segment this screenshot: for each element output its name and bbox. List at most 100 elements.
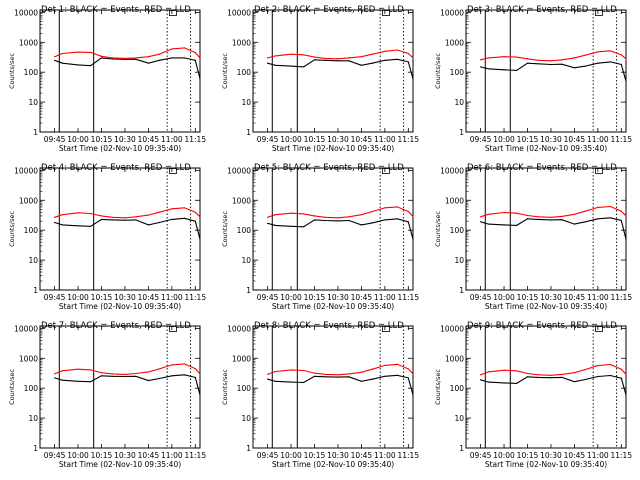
- series-lld-point: [290, 53, 292, 55]
- series-events-point: [313, 219, 316, 221]
- series-events-line: [54, 217, 201, 240]
- series-lld-point: [199, 373, 201, 375]
- series-events-point: [290, 65, 292, 67]
- series-events-point: [396, 218, 398, 220]
- series-events-point: [267, 378, 269, 380]
- series-events-point: [609, 217, 612, 219]
- detector-panel-1: Det 1: BLACK = Events, RED = LLD 1 10 100 10…: [8, 5, 206, 153]
- detector-panel-7: Det 7: BLACK = Events, RED = LLD 1 10 100 10…: [8, 321, 206, 469]
- detector-panel-3: Det 3: BLACK = Events, RED = LLD 1 10 100 10…: [434, 5, 632, 153]
- x-tick-label: 09:45: [257, 451, 279, 460]
- series-lld-point: [360, 214, 362, 216]
- panel-title: Det 8: BLACK = Events, RED = LLD: [254, 321, 404, 331]
- series-lld-point: [90, 369, 92, 371]
- x-tick-label: 09:45: [470, 293, 492, 302]
- series-events-point: [147, 224, 149, 226]
- series-lld-point: [100, 215, 103, 217]
- x-tick-label: 10:30: [540, 135, 562, 144]
- x-tick-label: 11:15: [184, 451, 206, 460]
- series-lld-point: [171, 48, 173, 50]
- series-events-line: [480, 217, 627, 240]
- y-axis-label: Counts/sec: [8, 53, 16, 89]
- series-lld-point: [412, 215, 414, 217]
- series-events-point: [526, 218, 529, 220]
- y-tick-label: 1: [246, 286, 251, 295]
- detector-panel-2: Det 2: BLACK = Events, RED = LLD 1 10 100 10…: [221, 5, 419, 153]
- series-events-point: [561, 376, 563, 378]
- x-tick-label: 09:45: [44, 451, 66, 460]
- series-lld-point: [487, 371, 489, 373]
- x-axis-label: Start Time (02-Nov-10 09:35:40): [485, 460, 607, 469]
- series-events-point: [135, 375, 137, 377]
- series-events-point: [487, 68, 489, 70]
- series-events-point: [584, 378, 586, 381]
- series-lld-point: [407, 210, 409, 213]
- y-tick-label: 1000: [232, 196, 251, 205]
- series-lld-point: [290, 212, 292, 214]
- series-events-point: [124, 58, 126, 60]
- series-lld-line: [267, 206, 414, 219]
- x-tick-label: 09:45: [257, 293, 279, 302]
- series-events-point: [407, 61, 409, 63]
- series-lld-line: [267, 363, 414, 376]
- series-lld-point: [90, 212, 92, 215]
- series-lld-point: [609, 363, 612, 366]
- x-tick-label: 10:45: [564, 293, 586, 302]
- series-lld-point: [61, 370, 64, 372]
- series-lld-point: [313, 215, 316, 217]
- x-tick-label: 10:15: [91, 451, 113, 460]
- x-tick-label: 10:00: [67, 451, 89, 460]
- series-lld-point: [371, 53, 373, 55]
- series-lld-point: [516, 212, 518, 214]
- series-lld-point: [620, 54, 622, 56]
- series-events-point: [61, 62, 64, 64]
- series-events-point: [313, 375, 316, 377]
- x-tick-label: 11:15: [184, 293, 206, 302]
- x-tick-label: 11:15: [610, 451, 632, 460]
- attenuator-marker: [595, 326, 603, 332]
- plot-frame: [465, 9, 627, 133]
- series-lld-point: [561, 373, 563, 375]
- attenuator-marker: [169, 326, 177, 332]
- x-tick-label: 11:00: [374, 451, 396, 460]
- series-lld-point: [147, 214, 149, 216]
- x-tick-label: 10:30: [114, 451, 136, 460]
- series-lld-point: [503, 56, 505, 58]
- series-lld-point: [267, 216, 269, 218]
- series-lld-point: [526, 214, 529, 217]
- series-events-point: [199, 78, 201, 80]
- x-tick-label: 10:30: [327, 293, 349, 302]
- series-lld-point: [360, 56, 362, 58]
- panel-title: Det 5: BLACK = Events, RED = LLD: [254, 163, 404, 173]
- series-events-point: [303, 66, 305, 68]
- panel-title: Det 3: BLACK = Events, RED = LLD: [467, 5, 617, 15]
- y-tick-label: 10000: [14, 166, 38, 175]
- series-events-point: [90, 65, 92, 67]
- series-lld-point: [526, 372, 529, 375]
- y-tick-label: 1000: [19, 354, 38, 363]
- series-events-point: [313, 59, 316, 61]
- series-lld-point: [412, 57, 414, 59]
- series-lld-point: [171, 208, 173, 210]
- y-tick-label: 10: [28, 98, 38, 107]
- series-events-point: [503, 382, 505, 384]
- series-events-point: [597, 375, 599, 378]
- series-lld-point: [573, 213, 576, 215]
- series-lld-point: [337, 58, 339, 60]
- series-lld-point: [348, 216, 350, 218]
- panel-title: Det 9: BLACK = Events, RED = LLD: [467, 321, 617, 331]
- series-events-point: [135, 58, 137, 60]
- x-tick-label: 10:30: [540, 451, 562, 460]
- series-events-point: [111, 375, 113, 377]
- series-lld-point: [274, 214, 276, 216]
- x-tick-label: 10:30: [114, 293, 136, 302]
- x-tick-label: 10:30: [327, 135, 349, 144]
- series-lld-point: [124, 57, 126, 60]
- series-lld-point: [503, 211, 505, 214]
- series-events-point: [124, 375, 126, 378]
- series-lld-point: [183, 207, 185, 209]
- series-lld-point: [487, 213, 489, 215]
- series-lld-point: [384, 50, 386, 52]
- series-lld-point: [111, 216, 113, 218]
- series-lld-point: [516, 370, 518, 372]
